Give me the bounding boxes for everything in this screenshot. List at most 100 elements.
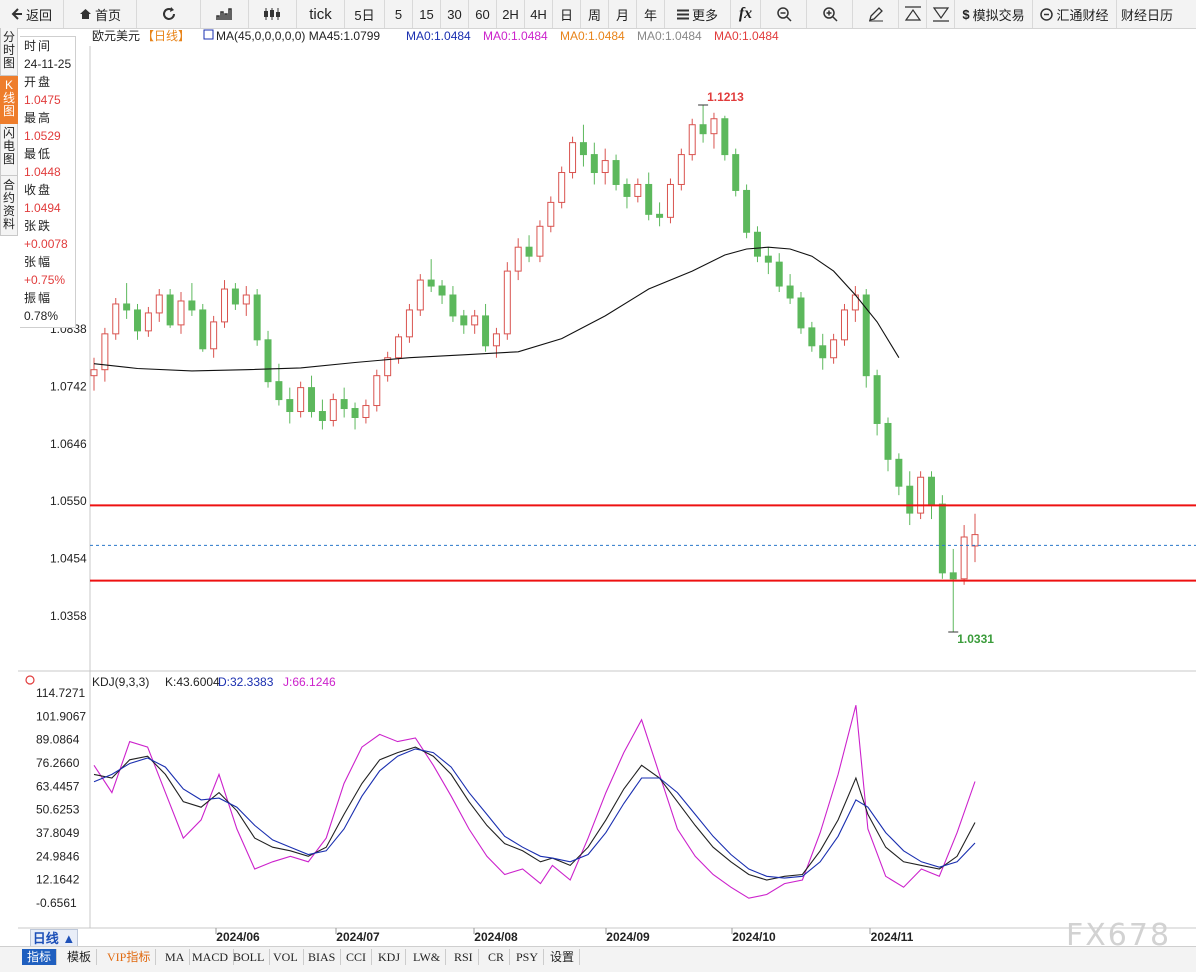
candle-down <box>623 183 631 197</box>
menu-icon <box>676 9 689 19</box>
candle-down <box>928 476 935 505</box>
tab-macd[interactable]: MACD <box>187 949 235 965</box>
period-15min[interactable]: 15 <box>413 0 441 28</box>
calendar-label: 财经日历 <box>1121 7 1174 23</box>
candle-up <box>666 183 674 218</box>
zoom-out-icon <box>776 7 792 22</box>
period-week[interactable]: 周 <box>581 0 609 28</box>
kdj-d-line <box>93 748 976 879</box>
kdj-tick-label: 63.4457 <box>36 779 80 793</box>
tab-kdj[interactable]: KDJ <box>373 949 407 965</box>
candle-up <box>416 279 424 311</box>
tab-cr[interactable]: CR <box>483 949 511 965</box>
legend-ma-item: MA0:1.0484 <box>483 29 548 43</box>
zoom-out-button[interactable] <box>761 0 807 28</box>
draw-button[interactable] <box>853 0 899 28</box>
arrow-down-button[interactable] <box>927 0 955 28</box>
kdj-tick-label: 114.7271 <box>36 686 85 700</box>
candle-up <box>547 201 555 227</box>
candle-down <box>732 154 740 191</box>
more-button[interactable]: 更多 <box>665 0 731 28</box>
candle-up <box>144 312 152 332</box>
change-value: +0.0078 <box>24 237 68 251</box>
tab-boll[interactable]: BOLL <box>228 949 271 965</box>
tab-vol[interactable]: VOL <box>268 949 304 965</box>
candle-up <box>90 369 98 377</box>
candle-down <box>199 309 207 350</box>
period-month[interactable]: 月 <box>609 0 637 28</box>
fx-icon: fx <box>738 5 753 22</box>
price-tick-label: 1.0358 <box>50 609 87 623</box>
back-button[interactable]: 返回 <box>0 0 64 28</box>
tab-ma[interactable]: MA <box>160 949 191 965</box>
candle-down <box>949 572 957 580</box>
high-marker-label: 1.1213 <box>707 90 744 104</box>
zoom-in-button[interactable] <box>807 0 853 28</box>
legend-ma-item: MA0:1.0484 <box>637 29 702 43</box>
indicator-tab-bar: 指标 模板 VIP指标 MA MACD BOLL VOL BIAS CCI KD… <box>0 946 1196 972</box>
home-button[interactable]: 首页 <box>64 0 137 28</box>
period-5min[interactable]: 5 <box>385 0 413 28</box>
huitong-label: 汇通财经 <box>1056 7 1109 23</box>
kdj-legend-name: KDJ(9,3,3) <box>92 675 149 689</box>
amp-value: 0.78% <box>24 309 59 323</box>
tab-rsi[interactable]: RSI <box>449 949 479 965</box>
period-60min[interactable]: 60 <box>469 0 497 28</box>
close-value: 1.0494 <box>24 201 61 215</box>
tab-cci[interactable]: CCI <box>341 949 373 965</box>
kline-chart[interactable]: 1.08381.07421.06461.05501.04541.03581.12… <box>0 28 1196 946</box>
huitong-button[interactable]: 汇通财经 <box>1033 0 1117 28</box>
candle-up <box>329 399 337 421</box>
price-tick-label: 1.0646 <box>50 437 87 451</box>
kdj-j-line <box>93 705 976 899</box>
period-4h[interactable]: 4H <box>525 0 553 28</box>
candle-down <box>656 213 664 218</box>
candle-down <box>134 309 141 332</box>
formula-button[interactable]: fx <box>731 0 761 28</box>
period-label: 年 <box>643 7 657 23</box>
kdj-tick-label: 50.6253 <box>36 803 80 817</box>
candle-up <box>297 387 305 413</box>
legend-ma-item: MA0:1.0484 <box>406 29 471 43</box>
candle-down <box>525 246 533 257</box>
candle-chart-button[interactable] <box>249 0 297 28</box>
tab-vip[interactable]: VIP指标 <box>102 949 157 965</box>
candle-down <box>721 118 729 156</box>
line-chart-button[interactable] <box>201 0 249 28</box>
period-button[interactable]: 日线 ▲ <box>30 929 78 947</box>
period-2h[interactable]: 2H <box>497 0 525 28</box>
refresh-button[interactable] <box>137 0 201 28</box>
tab-bias[interactable]: BIAS <box>303 949 342 965</box>
candlestick-icon <box>263 8 280 20</box>
dollar-icon: $ <box>962 6 970 22</box>
triangle-down-icon <box>932 7 949 22</box>
candle-up <box>112 303 120 335</box>
period-30min[interactable]: 30 <box>441 0 469 28</box>
period-year[interactable]: 年 <box>637 0 665 28</box>
tab-settings[interactable]: 设置 <box>545 949 581 965</box>
amp-label: 振幅 <box>24 291 53 305</box>
tick-button[interactable]: tick <box>297 0 345 28</box>
candle-down <box>340 399 348 410</box>
period-day[interactable]: 日 <box>553 0 581 28</box>
candle-down <box>699 124 707 135</box>
tab-contract[interactable]: 合约资料 <box>0 176 18 236</box>
candle-up <box>395 336 403 359</box>
tab-lw[interactable]: LW& <box>408 949 447 965</box>
period-5day[interactable]: 5日 <box>345 0 385 28</box>
tab-indicator[interactable]: 指标 <box>22 949 58 965</box>
tab-kline[interactable]: K线图 <box>0 76 18 124</box>
candle-down <box>938 503 946 574</box>
huitong-logo-icon <box>1040 7 1054 21</box>
candle-down <box>308 387 316 413</box>
x-tick-label: 2024/09 <box>606 930 650 944</box>
sim-trade-button[interactable]: $ 模拟交易 <box>955 0 1033 28</box>
tab-timeshare[interactable]: 分时图 <box>0 28 18 76</box>
candle-down <box>906 485 914 514</box>
arrow-up-button[interactable] <box>899 0 927 28</box>
candle-down <box>786 285 794 299</box>
tab-flash[interactable]: 闪电图 <box>0 124 18 176</box>
tab-psy[interactable]: PSY <box>511 949 545 965</box>
tab-template[interactable]: 模板 <box>62 949 98 965</box>
calendar-button[interactable]: 财经日历 <box>1117 0 1177 28</box>
